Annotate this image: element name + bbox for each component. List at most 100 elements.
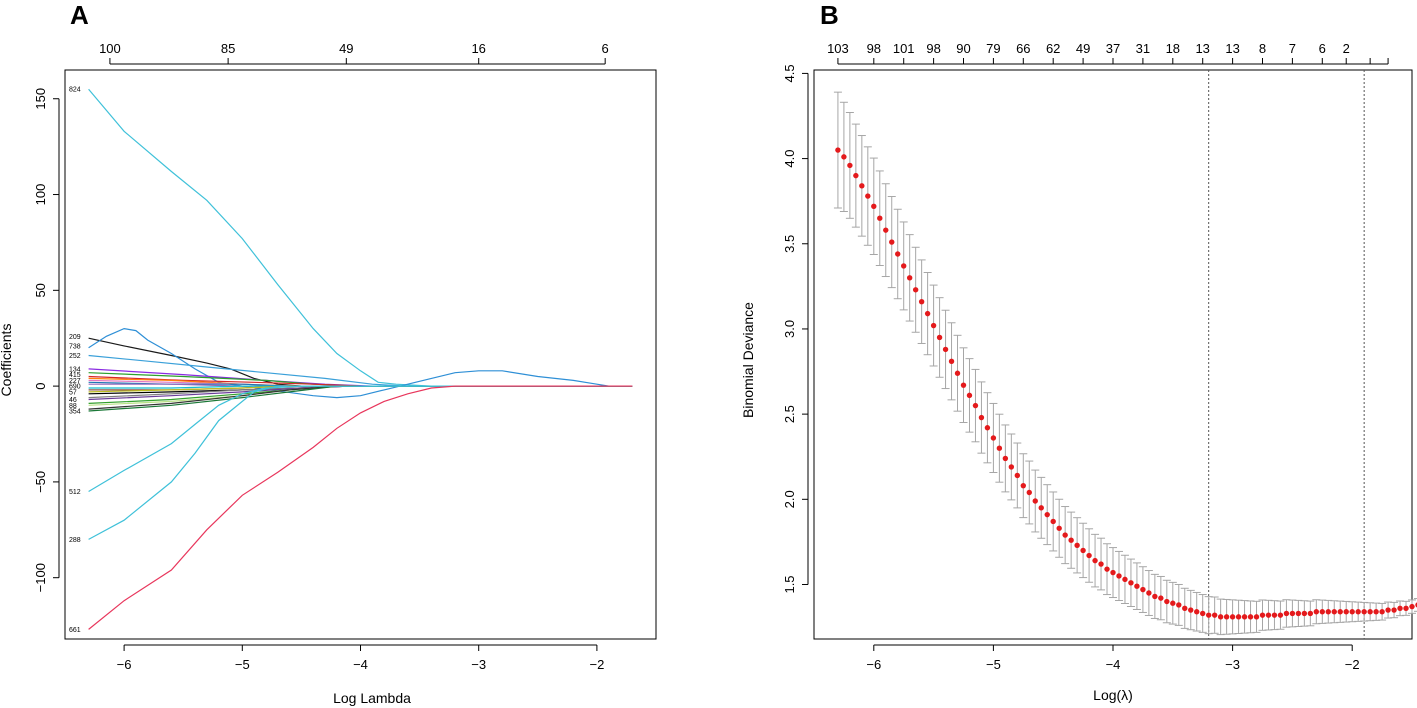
b-x-tick-label: −6 [866, 657, 881, 672]
mean-deviance-point [1313, 609, 1320, 615]
b-top-tick-label: 6 [1319, 41, 1326, 56]
mean-deviance-point [1182, 605, 1188, 612]
a-x-tick-label: −5 [235, 657, 250, 672]
mean-deviance-point [1020, 482, 1026, 489]
mean-deviance-point [1385, 607, 1391, 613]
a-y-tick-label: −100 [33, 563, 48, 592]
mean-deviance-point [924, 310, 931, 317]
mean-deviance-point [1247, 614, 1254, 620]
panel-a-top-axis: 100 85 49 16 6 [99, 41, 609, 65]
coefficient-line-661 [88, 385, 633, 630]
mean-deviance-point [1080, 547, 1086, 554]
coefficient-line-512 [88, 385, 633, 493]
mean-deviance-point [1050, 518, 1056, 525]
mean-deviance-point [1259, 612, 1266, 618]
b-top-tick-label: 18 [1166, 41, 1180, 56]
mean-deviance-point [1098, 561, 1104, 567]
a-y-tick-label: 100 [33, 184, 48, 206]
mean-deviance-point [1134, 583, 1140, 589]
mean-deviance-point [984, 425, 991, 431]
mean-deviance-point [1289, 610, 1296, 617]
b-y-tick-label: 2.0 [782, 490, 797, 508]
coefficient-line-label: 88 [69, 403, 77, 410]
mean-deviance-point [1337, 609, 1343, 615]
mean-deviance-point [1265, 612, 1272, 618]
mean-deviance-point [1008, 464, 1015, 470]
a-x-tick-label: −6 [117, 657, 132, 672]
panel-b-x-axis-title: Log(λ) [1093, 687, 1133, 703]
mean-deviance-point [1062, 532, 1068, 538]
mean-deviance-point [1122, 576, 1128, 583]
mean-deviance-point [1409, 603, 1415, 610]
b-top-tick-label: 79 [986, 41, 1000, 56]
b-y-tick-label: 1.5 [782, 575, 797, 593]
panel-b-error-bars [833, 91, 1417, 636]
mean-deviance-point [966, 392, 973, 399]
mean-deviance-point [1349, 609, 1355, 615]
mean-deviance-point [1229, 614, 1236, 620]
a-x-tick-label: −4 [353, 657, 368, 672]
mean-deviance-point [1355, 609, 1361, 615]
a-y-tick-label: 150 [33, 88, 48, 110]
coefficient-line-label: 415 [69, 372, 81, 379]
coefficient-line-v10 [88, 385, 633, 393]
b-top-tick-label: 103 [827, 41, 849, 56]
mean-deviance-point [1074, 542, 1080, 549]
mean-deviance-point [1032, 498, 1038, 504]
coefficient-line-288 [88, 385, 633, 540]
mean-deviance-point [1217, 614, 1224, 620]
panel-a-y-axis: −100 −50 0 50 100 150 [33, 88, 60, 592]
panel-a-x-axis-title: Log Lambda [333, 690, 411, 706]
a-y-tick-label: −50 [33, 471, 48, 493]
mean-deviance-point [1146, 590, 1152, 596]
coefficient-line-label: 661 [69, 627, 81, 634]
coefficient-line-209 [88, 337, 633, 387]
coefficient-line-label: 824 [69, 87, 81, 94]
mean-deviance-point [1176, 602, 1182, 608]
b-top-tick-label: 62 [1046, 41, 1060, 56]
panel-a-plot-frame [64, 69, 657, 640]
coefficient-line-label: 227 [69, 378, 81, 385]
coefficient-line-v14 [88, 385, 633, 404]
mean-deviance-point [972, 402, 979, 409]
mean-deviance-point [1331, 609, 1337, 615]
coefficient-line-738 [88, 327, 633, 399]
mean-deviance-point [853, 172, 859, 179]
mean-deviance-point [1379, 609, 1385, 615]
coefficient-line-label: 690 [69, 384, 81, 391]
mean-deviance-point [1116, 573, 1122, 579]
mean-deviance-point [930, 322, 937, 329]
panel-a-letter: A [70, 0, 89, 30]
mean-deviance-point [1164, 598, 1170, 605]
mean-deviance-point [1235, 614, 1242, 620]
coefficient-line-label: 57 [69, 389, 77, 396]
a-y-tick-label: 50 [33, 283, 48, 297]
b-y-tick-label: 2.5 [782, 405, 797, 423]
b-x-tick-label: −2 [1345, 657, 1360, 672]
mean-deviance-point [1194, 609, 1200, 615]
mean-deviance-point [996, 445, 1003, 451]
a-top-tick-label: 49 [339, 41, 353, 56]
coefficient-line-label: 209 [69, 334, 81, 341]
mean-deviance-point [936, 334, 943, 341]
mean-deviance-point [895, 251, 901, 257]
mean-deviance-point [1044, 511, 1050, 518]
mean-deviance-point [1301, 610, 1308, 617]
mean-deviance-point [960, 382, 967, 388]
mean-deviance-point [1128, 580, 1134, 586]
b-top-tick-label: 101 [893, 41, 915, 56]
panel-b-y-axis-title: Binomial Deviance [740, 302, 756, 418]
a-x-tick-label: −3 [471, 657, 486, 672]
a-x-tick-label: −2 [589, 657, 604, 672]
mean-deviance-point [1205, 612, 1212, 618]
mean-deviance-point [1343, 609, 1349, 615]
coefficient-line-label: 288 [69, 537, 81, 544]
mean-deviance-point [1200, 610, 1206, 617]
b-top-tick-label: 37 [1106, 41, 1120, 56]
coefficient-line-label: 252 [69, 353, 81, 360]
mean-deviance-point [1152, 593, 1158, 600]
mean-deviance-point [835, 147, 841, 153]
